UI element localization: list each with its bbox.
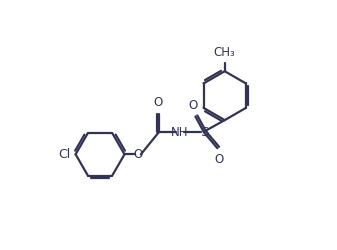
Text: S: S <box>200 126 208 139</box>
Text: O: O <box>189 99 198 112</box>
Text: O: O <box>153 96 162 108</box>
Text: O: O <box>215 152 224 166</box>
Text: CH₃: CH₃ <box>214 46 236 59</box>
Text: NH: NH <box>171 126 189 139</box>
Text: Cl: Cl <box>58 148 70 161</box>
Text: O: O <box>133 148 143 161</box>
